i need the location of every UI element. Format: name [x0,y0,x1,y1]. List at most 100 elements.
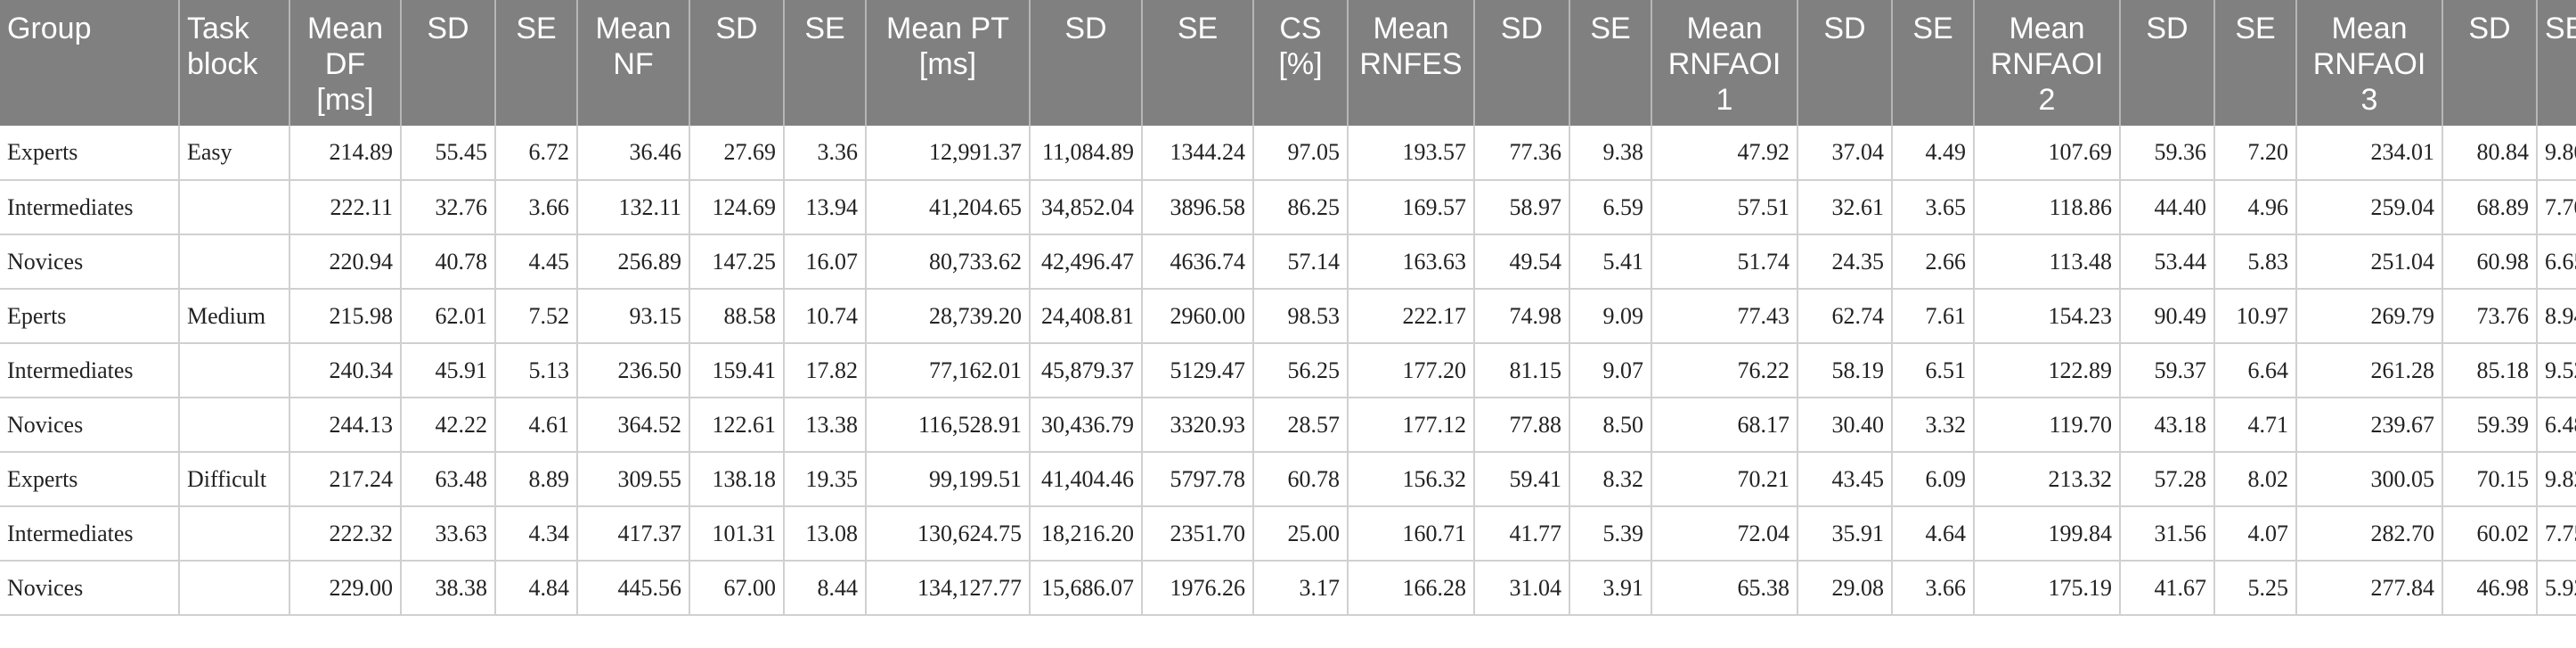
value-cell: 107.69 [1974,126,2121,181]
value-cell: 445.56 [577,561,690,616]
value-cell: 4.96 [2214,180,2297,235]
value-cell: 177.12 [1348,398,1475,453]
value-cell: 101.31 [689,506,785,562]
group-cell: Novices [0,234,180,290]
value-cell: 97.05 [1253,126,1349,181]
value-cell: 8.02 [2214,452,2297,507]
value-cell: 73.76 [2442,289,2538,344]
column-header: SE [2537,0,2576,126]
value-cell: 5.83 [2214,234,2297,290]
value-cell: 8.89 [495,452,578,507]
value-cell: 9.52 [2537,343,2576,398]
value-cell: 8.50 [1569,398,1652,453]
value-cell: 30,436.79 [1030,398,1143,453]
value-cell: 88.58 [689,289,785,344]
column-header: SE [784,0,867,126]
value-cell: 163.63 [1348,234,1475,290]
value-cell: 132.11 [577,180,690,235]
value-cell: 10.97 [2214,289,2297,344]
table-row: Novices 220.94 40.78 4.45 256.89 147.25 16.07 8… [0,234,2576,290]
value-cell: 68.17 [1651,398,1798,453]
value-cell: 67.00 [689,561,785,616]
table-row: Novices 244.13 42.22 4.61 364.52 122.61 13.38 1… [0,398,2576,453]
value-cell: 40.78 [401,234,496,290]
column-header: Mean PT [ms] [866,0,1031,126]
value-cell: 7.75 [2537,506,2576,562]
value-cell: 175.19 [1974,561,2121,616]
value-cell: 282.70 [2296,506,2443,562]
value-cell: 229.00 [289,561,402,616]
column-header: SD [401,0,496,126]
value-cell: 9.07 [1569,343,1652,398]
value-cell: 6.51 [1892,343,1975,398]
value-cell: 30.40 [1797,398,1893,453]
value-cell: 76.22 [1651,343,1798,398]
value-cell: 60.78 [1253,452,1349,507]
value-cell: 10.74 [784,289,867,344]
value-cell: 6.59 [1569,180,1652,235]
value-cell: 53.44 [2120,234,2215,290]
value-cell: 6.09 [1892,452,1975,507]
value-cell: 4.34 [495,506,578,562]
value-cell: 46.98 [2442,561,2538,616]
group-cell: Experts [0,126,180,181]
value-cell: 177.20 [1348,343,1475,398]
table-row: Intermediates 222.32 33.63 4.34 417.37 101.31… [0,506,2576,562]
table-row: Eperts Medium 215.98 62.01 7.52 93.15 88.58 10.… [0,289,2576,344]
value-cell: 41,404.46 [1030,452,1143,507]
value-cell: 47.92 [1651,126,1798,181]
value-cell: 3.17 [1253,561,1349,616]
value-cell: 24,408.81 [1030,289,1143,344]
value-cell: 18,216.20 [1030,506,1143,562]
column-header: SE [495,0,578,126]
value-cell: 49.54 [1474,234,1570,290]
value-cell: 5.41 [1569,234,1652,290]
value-cell: 57.14 [1253,234,1349,290]
value-cell: 1344.24 [1142,126,1254,181]
table-row: Intermediates 222.11 32.76 3.66 132.11 124.69… [0,180,2576,235]
value-cell: 98.53 [1253,289,1349,344]
value-cell: 57.28 [2120,452,2215,507]
column-header: SD [2120,0,2215,126]
value-cell: 9.82 [2537,452,2576,507]
value-cell: 116,528.91 [866,398,1031,453]
column-header: Group [0,0,180,126]
column-header: Mean NF [577,0,690,126]
value-cell: 4636.74 [1142,234,1254,290]
value-cell: 59.41 [1474,452,1570,507]
table-header: Group Task block Mean DF [ms] SD SE Mean NF SD… [0,0,2576,126]
value-cell: 222.11 [289,180,402,235]
value-cell: 13.08 [784,506,867,562]
header-row: Group Task block Mean DF [ms] SD SE Mean NF SD… [0,0,2576,126]
value-cell: 17.82 [784,343,867,398]
value-cell: 309.55 [577,452,690,507]
value-cell: 222.32 [289,506,402,562]
value-cell: 3.91 [1569,561,1652,616]
value-cell: 7.61 [1892,289,1975,344]
value-cell: 130,624.75 [866,506,1031,562]
value-cell: 77,162.01 [866,343,1031,398]
value-cell: 62.74 [1797,289,1893,344]
value-cell: 6.48 [2537,398,2576,453]
value-cell: 45,879.37 [1030,343,1143,398]
column-header: SE [1142,0,1254,126]
value-cell: 5.25 [2214,561,2297,616]
value-cell: 81.15 [1474,343,1570,398]
value-cell: 51.74 [1651,234,1798,290]
column-header: SD [2442,0,2538,126]
value-cell: 58.19 [1797,343,1893,398]
value-cell: 122.89 [1974,343,2121,398]
task-block-cell [179,398,290,453]
value-cell: 45.91 [401,343,496,398]
value-cell: 59.39 [2442,398,2538,453]
column-header: SD [1474,0,1570,126]
value-cell: 28.57 [1253,398,1349,453]
value-cell: 364.52 [577,398,690,453]
task-block-cell: Difficult [179,452,290,507]
value-cell: 193.57 [1348,126,1475,181]
value-cell: 70.21 [1651,452,1798,507]
value-cell: 119.70 [1974,398,2121,453]
value-cell: 41.77 [1474,506,1570,562]
value-cell: 85.18 [2442,343,2538,398]
value-cell: 77.43 [1651,289,1798,344]
